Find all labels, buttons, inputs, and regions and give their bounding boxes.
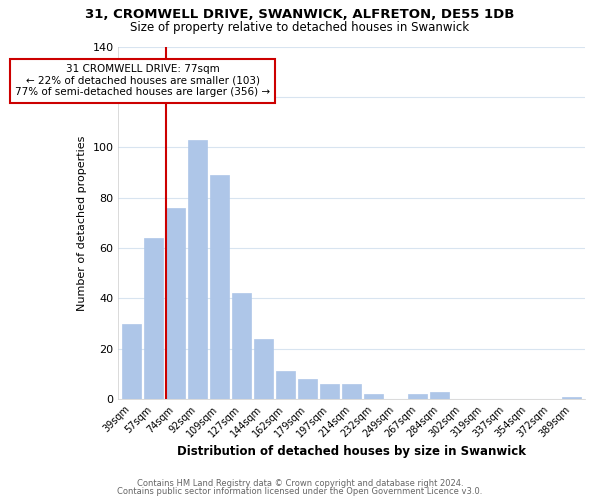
Bar (144, 238, 163, 399)
Text: Contains public sector information licensed under the Open Government Licence v3: Contains public sector information licen… (118, 487, 482, 496)
Bar (343, 384, 361, 399)
Bar (188, 140, 207, 399)
Bar (562, 396, 581, 399)
Bar (122, 324, 141, 399)
Bar (232, 294, 251, 399)
Y-axis label: Number of detached properties: Number of detached properties (77, 135, 87, 310)
Bar (254, 338, 273, 399)
Bar (166, 208, 185, 399)
Bar (409, 394, 427, 399)
Bar (364, 394, 383, 399)
X-axis label: Distribution of detached houses by size in Swanwick: Distribution of detached houses by size … (177, 444, 526, 458)
Bar (320, 384, 339, 399)
Text: 31 CROMWELL DRIVE: 77sqm
← 22% of detached houses are smaller (103)
77% of semi-: 31 CROMWELL DRIVE: 77sqm ← 22% of detach… (15, 64, 270, 98)
Text: Contains HM Land Registry data © Crown copyright and database right 2024.: Contains HM Land Registry data © Crown c… (137, 478, 463, 488)
Text: 31, CROMWELL DRIVE, SWANWICK, ALFRETON, DE55 1DB: 31, CROMWELL DRIVE, SWANWICK, ALFRETON, … (85, 8, 515, 20)
Bar (211, 175, 229, 399)
Bar (277, 372, 295, 399)
Bar (298, 379, 317, 399)
Text: Size of property relative to detached houses in Swanwick: Size of property relative to detached ho… (130, 22, 470, 35)
Bar (430, 392, 449, 399)
